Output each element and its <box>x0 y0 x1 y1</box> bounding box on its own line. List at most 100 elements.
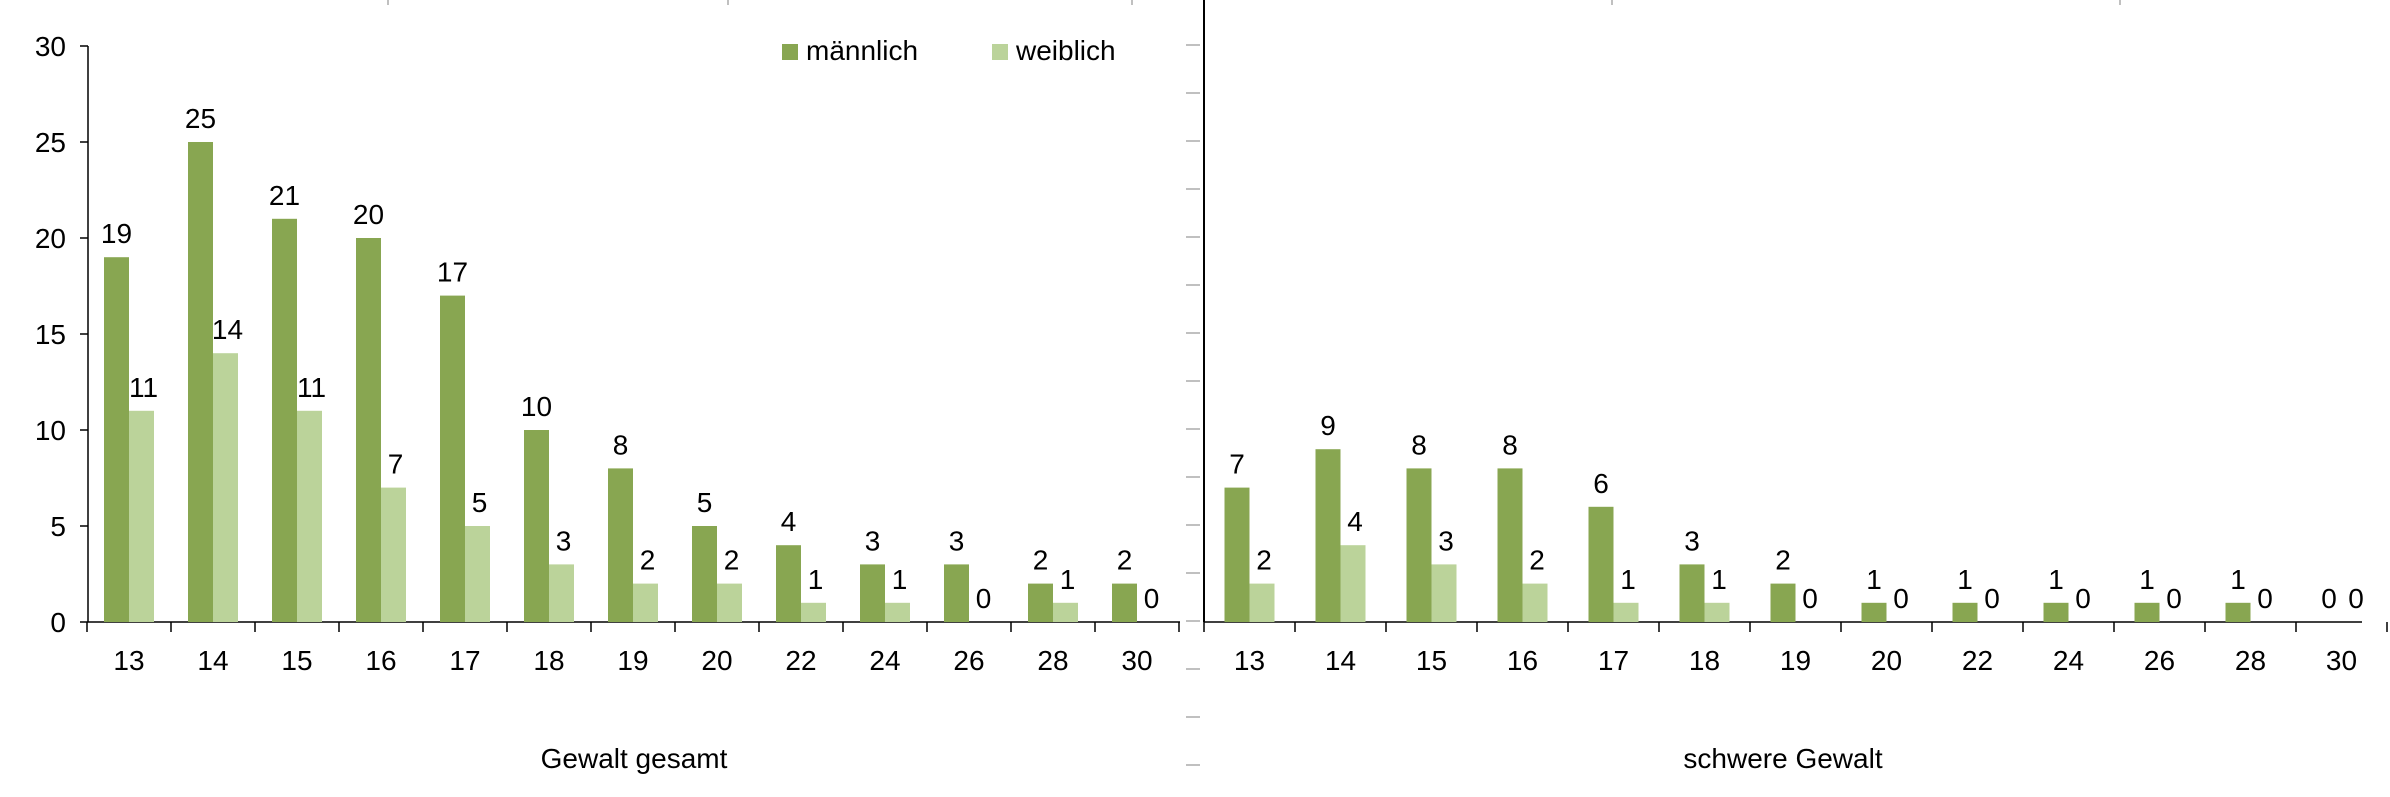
y-tick-label: 20 <box>35 223 66 254</box>
bar-maennlich <box>860 564 885 622</box>
data-label-weiblich: 1 <box>1060 564 1076 595</box>
bar-maennlich <box>1315 449 1341 622</box>
data-label-maennlich: 2 <box>1117 545 1133 576</box>
x-tick-label: 26 <box>953 645 984 676</box>
y-tick-label: 5 <box>50 511 66 542</box>
x-tick-label: 18 <box>1689 645 1720 676</box>
bar-maennlich <box>1588 506 1614 622</box>
data-label-maennlich: 0 <box>2321 583 2337 614</box>
data-label-weiblich: 0 <box>2348 583 2364 614</box>
x-tick-label: 13 <box>1234 645 1265 676</box>
bar-maennlich <box>524 430 549 622</box>
data-label-maennlich: 19 <box>101 218 132 249</box>
data-label-weiblich: 0 <box>2075 583 2091 614</box>
bar-maennlich <box>1224 487 1250 622</box>
data-label-maennlich: 2 <box>1775 545 1791 576</box>
legend-label-weiblich: weiblich <box>1015 35 1116 66</box>
data-label-maennlich: 3 <box>865 525 881 556</box>
data-label-weiblich: 2 <box>1529 545 1545 576</box>
x-tick-label: 22 <box>1962 645 1993 676</box>
data-label-maennlich: 8 <box>1502 429 1518 460</box>
data-label-weiblich: 0 <box>1893 583 1909 614</box>
data-label-maennlich: 3 <box>949 525 965 556</box>
bar-maennlich <box>272 218 297 623</box>
data-label-weiblich: 0 <box>1144 583 1160 614</box>
x-tick-label: 15 <box>281 645 312 676</box>
x-tick-label: 30 <box>2326 645 2357 676</box>
bar-maennlich <box>1861 602 1887 622</box>
x-tick-label: 19 <box>1780 645 1811 676</box>
x-tick-label: 14 <box>1325 645 1356 676</box>
data-label-maennlich: 9 <box>1320 410 1336 441</box>
data-label-weiblich: 7 <box>388 449 404 480</box>
data-label-weiblich: 11 <box>129 372 158 403</box>
data-label-weiblich: 1 <box>808 564 824 595</box>
bar-weiblich <box>465 526 490 622</box>
data-label-maennlich: 4 <box>781 506 797 537</box>
bar-maennlich <box>944 564 969 622</box>
data-label-maennlich: 1 <box>1866 564 1882 595</box>
bar-weiblich <box>717 583 742 622</box>
legend-swatch-weiblich <box>992 44 1008 60</box>
x-tick-label: 28 <box>1037 645 1068 676</box>
bar-weiblich <box>885 602 910 622</box>
y-tick-label: 15 <box>35 319 66 350</box>
data-label-maennlich: 10 <box>521 391 552 422</box>
bar-weiblich <box>1053 602 1078 622</box>
data-label-maennlich: 6 <box>1593 468 1609 499</box>
data-label-weiblich: 5 <box>472 487 488 518</box>
x-tick-label: 13 <box>113 645 144 676</box>
data-label-weiblich: 1 <box>1620 564 1636 595</box>
legend-label-maennlich: männlich <box>806 35 918 66</box>
data-label-maennlich: 21 <box>269 180 300 211</box>
data-label-weiblich: 2 <box>1256 545 1272 576</box>
data-label-maennlich: 5 <box>697 487 713 518</box>
x-tick-label: 24 <box>869 645 900 676</box>
data-label-weiblich: 0 <box>2166 583 2182 614</box>
data-label-weiblich: 2 <box>724 545 740 576</box>
data-label-maennlich: 25 <box>185 103 216 134</box>
bar-maennlich <box>2043 602 2069 622</box>
x-tick-label: 17 <box>449 645 480 676</box>
data-label-maennlich: 1 <box>2139 564 2155 595</box>
data-label-weiblich: 14 <box>212 314 243 345</box>
y-tick-label: 30 <box>35 31 66 62</box>
data-label-maennlich: 8 <box>613 429 629 460</box>
x-tick-label: 30 <box>1121 645 1152 676</box>
bar-maennlich <box>1406 468 1432 622</box>
bar-weiblich <box>1613 602 1639 622</box>
bar-maennlich <box>356 238 381 622</box>
data-label-maennlich: 17 <box>437 257 468 288</box>
x-tick-label: 20 <box>701 645 732 676</box>
data-label-weiblich: 1 <box>1711 564 1727 595</box>
data-label-weiblich: 0 <box>2257 583 2273 614</box>
bar-maennlich <box>104 257 129 622</box>
bar-weiblich <box>1340 545 1366 622</box>
bar-maennlich <box>1770 583 1796 622</box>
x-tick-label: 18 <box>533 645 564 676</box>
bar-maennlich <box>1497 468 1523 622</box>
x-tick-label: 24 <box>2053 645 2084 676</box>
bar-weiblich <box>213 353 238 622</box>
data-label-maennlich: 1 <box>2048 564 2064 595</box>
data-label-weiblich: 0 <box>1984 583 2000 614</box>
data-label-weiblich: 1 <box>892 564 908 595</box>
x-tick-label: 14 <box>197 645 228 676</box>
data-label-maennlich: 7 <box>1229 449 1245 480</box>
data-label-weiblich: 2 <box>640 545 656 576</box>
bar-maennlich <box>1028 583 1053 622</box>
bar-maennlich <box>2225 602 2251 622</box>
data-label-weiblich: 11 <box>297 372 326 403</box>
x-tick-label: 16 <box>1507 645 1538 676</box>
x-tick-label: 15 <box>1416 645 1447 676</box>
x-tick-label: 20 <box>1871 645 1902 676</box>
bar-maennlich <box>692 526 717 622</box>
bar-weiblich <box>1522 583 1548 622</box>
x-axis-title: Gewalt gesamt <box>541 743 728 774</box>
bar-maennlich <box>1112 583 1137 622</box>
x-tick-label: 17 <box>1598 645 1629 676</box>
y-tick-label: 0 <box>50 607 66 638</box>
bar-maennlich <box>608 468 633 622</box>
